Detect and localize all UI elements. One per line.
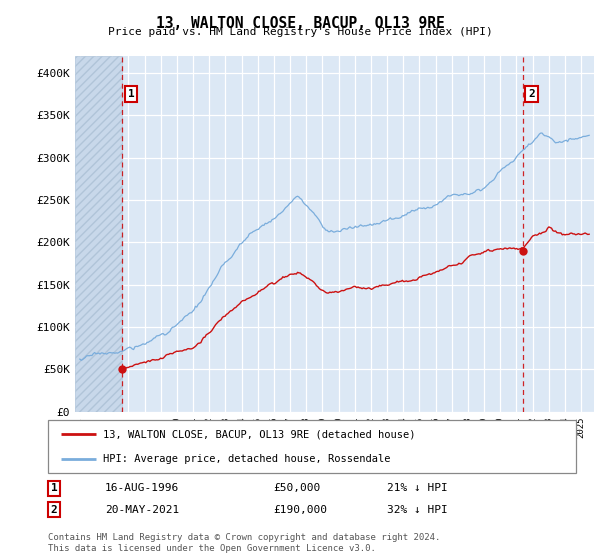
- Text: 13, WALTON CLOSE, BACUP, OL13 9RE (detached house): 13, WALTON CLOSE, BACUP, OL13 9RE (detac…: [103, 430, 416, 440]
- Bar: [75, 56, 122, 412]
- Text: £190,000: £190,000: [273, 505, 327, 515]
- Text: Price paid vs. HM Land Registry's House Price Index (HPI): Price paid vs. HM Land Registry's House …: [107, 27, 493, 37]
- Text: 2: 2: [50, 505, 58, 515]
- Text: 20-MAY-2021: 20-MAY-2021: [105, 505, 179, 515]
- FancyBboxPatch shape: [48, 420, 576, 473]
- Text: 1: 1: [50, 483, 58, 493]
- Text: 32% ↓ HPI: 32% ↓ HPI: [387, 505, 448, 515]
- Text: HPI: Average price, detached house, Rossendale: HPI: Average price, detached house, Ross…: [103, 454, 391, 464]
- Text: £50,000: £50,000: [273, 483, 320, 493]
- Text: 2: 2: [528, 89, 535, 99]
- Text: 16-AUG-1996: 16-AUG-1996: [105, 483, 179, 493]
- Text: 13, WALTON CLOSE, BACUP, OL13 9RE: 13, WALTON CLOSE, BACUP, OL13 9RE: [155, 16, 445, 31]
- Text: 1: 1: [128, 89, 134, 99]
- Text: Contains HM Land Registry data © Crown copyright and database right 2024.
This d: Contains HM Land Registry data © Crown c…: [48, 533, 440, 553]
- Text: 21% ↓ HPI: 21% ↓ HPI: [387, 483, 448, 493]
